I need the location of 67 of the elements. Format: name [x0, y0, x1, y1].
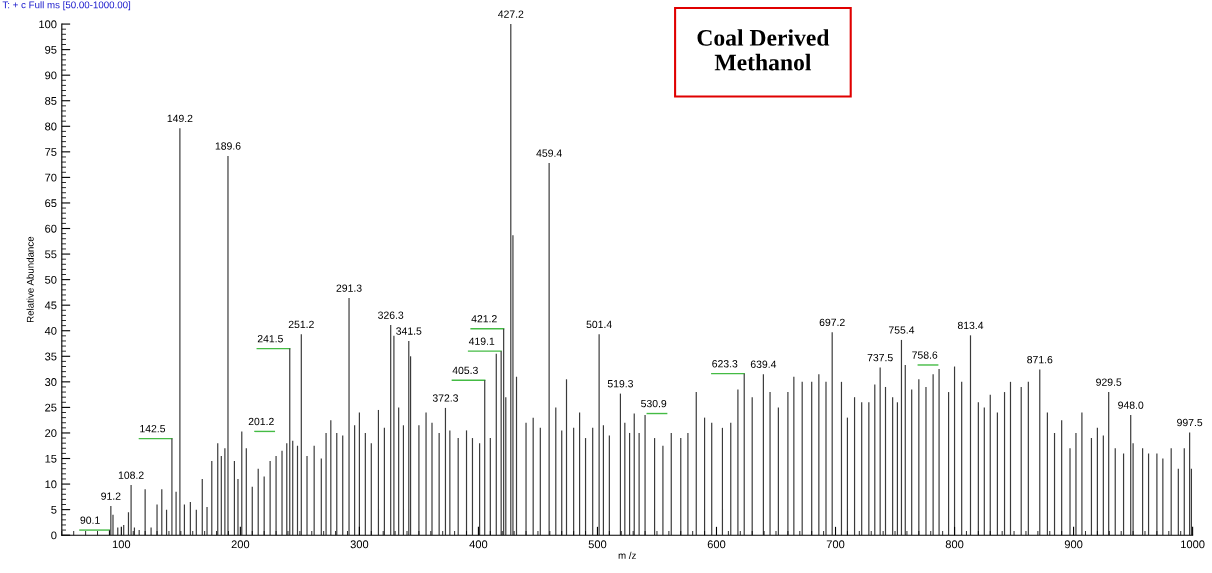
y-tick-label: 50: [45, 275, 57, 284]
annotation: 405.3: [452, 366, 478, 375]
x-tick-label: 100: [112, 540, 131, 549]
annotation: 419.1: [468, 337, 495, 345]
annotation: 341.5: [396, 327, 422, 335]
annotation: 813.4: [957, 321, 984, 330]
annotation: 737.5: [867, 353, 893, 362]
y-tick-label: 100: [39, 20, 57, 29]
annotation: 623.3: [712, 360, 738, 368]
y-tick-label: 35: [45, 352, 57, 361]
annotation: 427.2: [498, 10, 524, 18]
y-tick-label: 75: [45, 148, 57, 156]
annotation: 530.9: [641, 399, 667, 408]
annotation: 639.4: [750, 360, 777, 368]
annotation: 758.6: [912, 351, 938, 359]
annotation: 871.6: [1027, 355, 1053, 364]
annotation: 251.2: [288, 320, 314, 329]
y-tick-label: 65: [45, 199, 57, 208]
y-tick-label: 55: [45, 250, 57, 259]
annotation: 372.3: [432, 394, 459, 402]
x-tick-label: 400: [469, 540, 488, 549]
y-tick-label: 95: [45, 45, 57, 54]
annotation: 201.2: [248, 417, 274, 426]
annotation: Coal Derived Methanol: [697, 29, 830, 71]
x-tick-label: 800: [945, 540, 964, 549]
annotation: 997.5: [1177, 418, 1203, 427]
annotation: 291.3: [336, 284, 362, 292]
x-tick-label: 600: [707, 540, 726, 549]
y-tick-label: 0: [51, 531, 57, 540]
y-axis-title: Relative Abundance: [26, 236, 34, 323]
y-tick-label: 45: [44, 301, 57, 310]
annotation: 755.4: [888, 326, 915, 334]
y-tick-label: 70: [45, 173, 57, 182]
annotation: 929.5: [1096, 378, 1122, 386]
y-tick-label: 85: [45, 97, 57, 105]
annotation: 519.3: [607, 380, 633, 388]
y-tick-label: 40: [44, 327, 57, 335]
annotation: 241.5: [257, 335, 283, 343]
annotation: 501.4: [586, 320, 612, 329]
x-tick-label: 1000: [1181, 540, 1205, 549]
y-tick-label: 5: [51, 506, 57, 514]
annotation: 149.2: [167, 114, 193, 123]
y-tick-label: 90: [45, 71, 57, 80]
chart-subtitle: T: + c Full ms [50.00-1000.00]: [2, 1, 131, 11]
y-tick-label: 25: [45, 403, 57, 412]
y-tick-label: 60: [45, 224, 57, 233]
annotation: 90.1: [80, 516, 100, 524]
annotation: 108.2: [118, 471, 144, 479]
annotation: 326.3: [378, 311, 404, 319]
annotation: 948.0: [1118, 401, 1144, 409]
x-tick-label: 500: [588, 540, 607, 549]
y-tick-label: 10: [45, 480, 57, 489]
y-tick-label: 30: [45, 378, 57, 386]
annotation: 421.2: [471, 315, 497, 323]
x-axis-title: m /z: [618, 551, 636, 559]
x-tick-label: 900: [1064, 540, 1083, 549]
y-tick-label: 15: [45, 454, 57, 463]
annotation: 91.2: [101, 492, 121, 500]
annotation: 189.6: [215, 142, 241, 150]
x-tick-label: 300: [350, 540, 369, 549]
annotation: 142.5: [140, 424, 166, 433]
annotation: 697.2: [819, 318, 845, 327]
x-tick-label: 700: [826, 540, 845, 549]
x-tick-label: 200: [231, 540, 250, 549]
y-tick-label: 20: [45, 429, 57, 438]
y-tick-label: 80: [45, 122, 57, 131]
annotation: 459.4: [536, 149, 562, 157]
